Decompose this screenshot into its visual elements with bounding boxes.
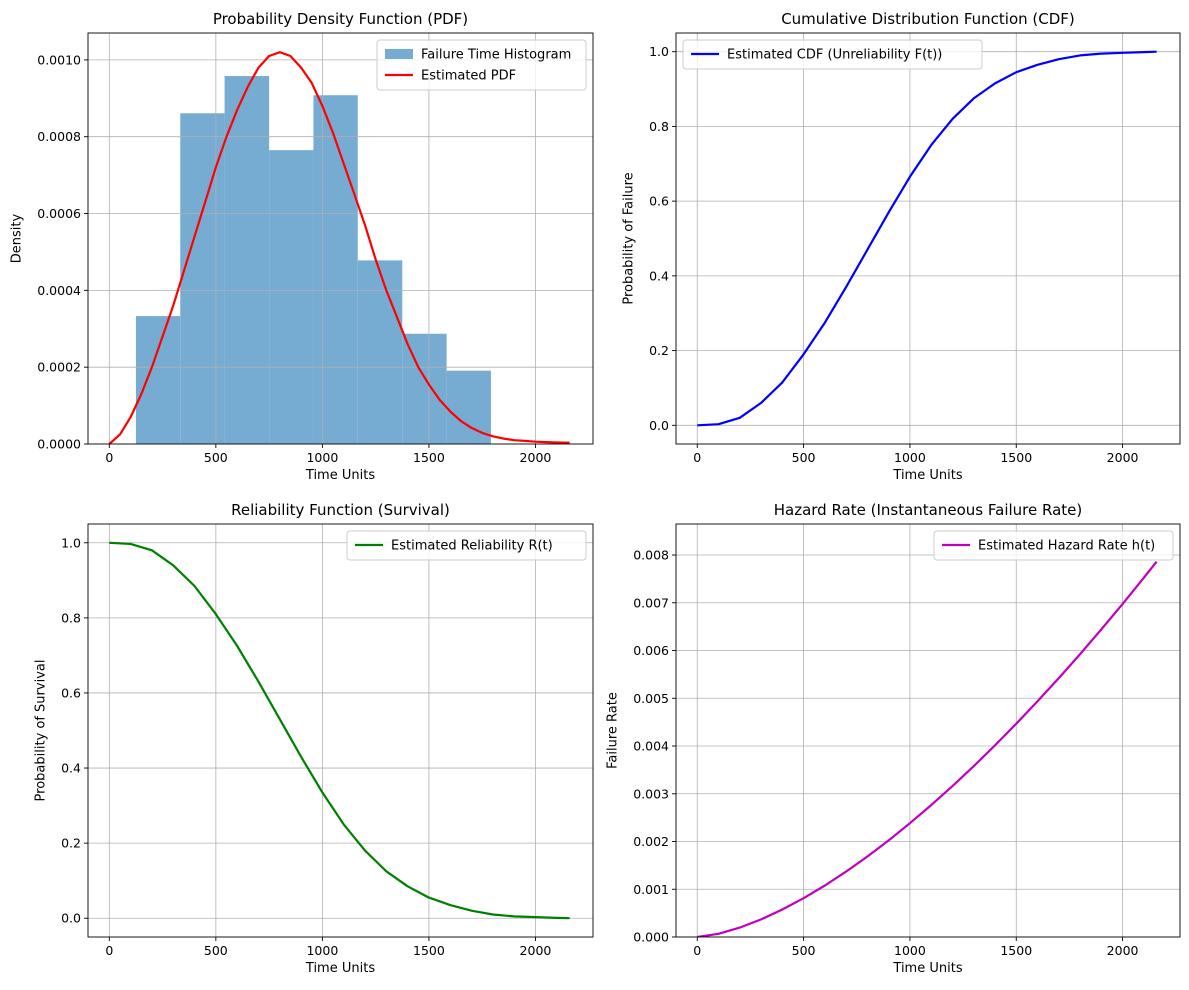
legend: Estimated CDF (Unreliability F(t)) [682,39,983,70]
chart-title: Reliability Function (Survival) [231,501,450,519]
histogram-bar [402,333,447,444]
y-tick-label: 0.0 [61,911,81,926]
x-tick-label: 1500 [1000,943,1032,958]
y-tick-label: 0.0000 [37,437,81,452]
legend-box [346,530,587,561]
chart-title: Hazard Rate (Instantaneous Failure Rate) [774,501,1083,519]
y-tick-label: 0.001 [633,882,669,897]
x-tick-label: 500 [792,943,816,958]
x-axis-label: Time Units [892,468,962,483]
x-tick-label: 1500 [413,450,445,465]
y-tick-label: 0.0008 [37,129,81,144]
x-tick-label: 1000 [894,943,926,958]
subplot-4: 0 500 1000 1500 2000 0.000 0.001 0.002 0.003 0.00… [606,501,1181,976]
y-axis-label: Probability of Survival [33,660,48,802]
y-tick-label: 0.005 [633,691,669,706]
x-tick-label: 500 [792,450,816,465]
x-tick-label: 1000 [894,450,926,465]
plot-area [88,33,593,444]
y-tick-label: 0.000 [633,930,669,945]
legend-box [933,530,1174,561]
axes-frame [675,523,1181,938]
x-tick-label: 0 [693,450,701,465]
x-axis-label: Time Units [892,961,962,976]
y-axis-label: Probability of Failure [621,172,636,304]
legend-box [682,39,983,70]
histogram-bar [313,95,358,444]
subplot-1: 0 500 1000 1500 2000 0.0000 0.0002 0.0004 0.0006… [10,10,594,483]
y-tick-label: 0.2 [649,343,669,358]
y-tick-label: 0.4 [61,761,81,776]
histogram-bar [446,370,491,444]
histogram-bar [135,316,181,444]
y-tick-label: 0.002 [633,834,669,849]
x-tick-label: 2000 [520,450,552,465]
y-tick-label: 1.0 [61,535,81,550]
y-tick-label: 0.6 [61,685,81,700]
y-tick-label: 0.004 [633,739,669,754]
x-tick-label: 0 [105,943,113,958]
x-axis-label: Time Units [305,961,375,976]
legend-label: Estimated PDF [421,69,516,84]
x-tick-label: 500 [204,450,228,465]
legend: Failure Time Histogram Estimated PDF [376,39,587,91]
legend-label: Failure Time Histogram [421,48,571,63]
y-tick-label: 0.4 [649,268,669,283]
y-tick-label: 0.007 [633,595,669,610]
histogram-bar [357,260,403,444]
x-tick-label: 1000 [306,450,338,465]
y-tick-label: 0.0 [649,418,669,433]
series-line [697,50,1157,427]
x-tick-label: 2000 [520,943,552,958]
subplot-2: 0 500 1000 1500 2000 0.0 0.2 0.4 0.6 0.8 1.0 Cumula… [621,10,1181,483]
y-tick-label: 0.006 [633,643,669,658]
axes-frame [87,32,594,445]
legend-swatch [385,49,413,59]
series-line [108,51,570,444]
histogram-bar [180,113,225,444]
chart-title: Probability Density Function (PDF) [213,10,468,28]
x-tick-label: 1500 [413,943,445,958]
subplot-3: 0 500 1000 1500 2000 0.0 0.2 0.4 0.6 0.8 1.0 Reliab… [33,501,594,976]
series-line [697,561,1158,937]
legend: Estimated Reliability R(t) [346,530,587,561]
y-tick-label: 0.003 [633,786,669,801]
axes-frame [87,523,594,938]
histogram-bar [224,76,270,444]
plot-area [88,524,593,937]
y-tick-label: 0.8 [61,610,81,625]
y-tick-label: 1.0 [649,44,669,59]
legend-label: Estimated Hazard Rate h(t) [978,539,1155,554]
y-axis-label: Density [10,213,25,263]
legend-label: Estimated CDF (Unreliability F(t)) [727,48,942,63]
series-line [109,541,570,920]
y-tick-label: 0.6 [649,194,669,209]
legend-label: Estimated Reliability R(t) [391,539,553,554]
x-tick-label: 1500 [1000,450,1032,465]
y-tick-label: 0.008 [633,548,669,563]
x-tick-label: 0 [693,943,701,958]
y-tick-label: 0.0006 [37,206,81,221]
x-tick-label: 2000 [1107,943,1139,958]
y-tick-label: 0.0010 [37,52,81,67]
x-axis-label: Time Units [305,468,375,483]
y-tick-label: 0.8 [649,119,669,134]
histogram-bar [269,150,314,444]
legend: Estimated Hazard Rate h(t) [933,530,1174,561]
y-tick-label: 0.0002 [37,360,81,375]
plot-area [676,524,1180,937]
y-tick-label: 0.2 [61,836,81,851]
x-tick-label: 1000 [306,943,338,958]
axes-frame [675,32,1181,445]
plot-area [676,33,1180,444]
y-tick-label: 0.0004 [37,283,81,298]
x-tick-label: 0 [105,450,113,465]
x-tick-label: 2000 [1107,450,1139,465]
x-tick-label: 500 [204,943,228,958]
chart-title: Cumulative Distribution Function (CDF) [781,10,1075,28]
y-axis-label: Failure Rate [606,692,621,769]
legend-box [376,39,587,91]
